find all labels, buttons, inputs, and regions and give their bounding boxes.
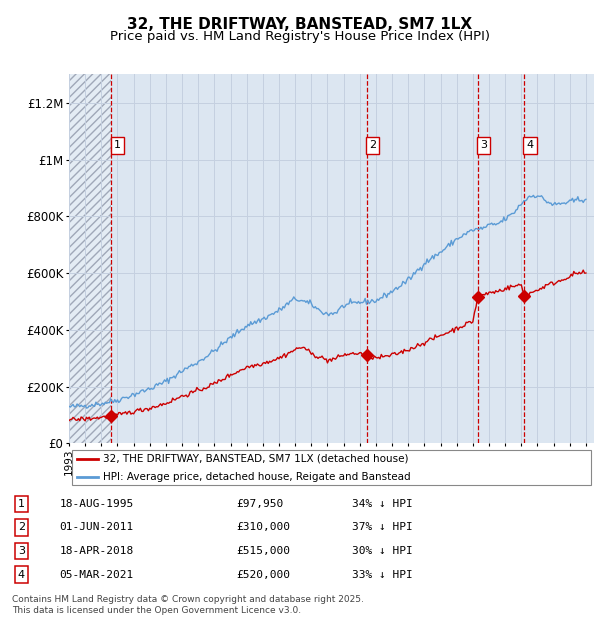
Text: £310,000: £310,000	[236, 523, 290, 533]
Text: 37% ↓ HPI: 37% ↓ HPI	[352, 523, 413, 533]
Text: Price paid vs. HM Land Registry's House Price Index (HPI): Price paid vs. HM Land Registry's House …	[110, 30, 490, 43]
Text: 01-JUN-2011: 01-JUN-2011	[59, 523, 133, 533]
Text: 05-MAR-2021: 05-MAR-2021	[59, 570, 133, 580]
Text: 34% ↓ HPI: 34% ↓ HPI	[352, 499, 413, 509]
Text: £520,000: £520,000	[236, 570, 290, 580]
Text: 2: 2	[369, 140, 376, 150]
Text: 32, THE DRIFTWAY, BANSTEAD, SM7 1LX (detached house): 32, THE DRIFTWAY, BANSTEAD, SM7 1LX (det…	[103, 454, 409, 464]
Text: £97,950: £97,950	[236, 499, 284, 509]
Text: 18-APR-2018: 18-APR-2018	[59, 546, 133, 556]
Text: 3: 3	[18, 546, 25, 556]
Text: 30% ↓ HPI: 30% ↓ HPI	[352, 546, 413, 556]
Text: 4: 4	[527, 140, 534, 150]
Text: HPI: Average price, detached house, Reigate and Banstead: HPI: Average price, detached house, Reig…	[103, 472, 411, 482]
Text: 33% ↓ HPI: 33% ↓ HPI	[352, 570, 413, 580]
Text: 18-AUG-1995: 18-AUG-1995	[59, 499, 133, 509]
Text: 4: 4	[18, 570, 25, 580]
Text: £515,000: £515,000	[236, 546, 290, 556]
Text: 3: 3	[480, 140, 487, 150]
Text: 2: 2	[18, 523, 25, 533]
Text: Contains HM Land Registry data © Crown copyright and database right 2025.: Contains HM Land Registry data © Crown c…	[12, 595, 364, 604]
Text: This data is licensed under the Open Government Licence v3.0.: This data is licensed under the Open Gov…	[12, 606, 301, 616]
Text: 32, THE DRIFTWAY, BANSTEAD, SM7 1LX: 32, THE DRIFTWAY, BANSTEAD, SM7 1LX	[127, 17, 473, 32]
Text: 1: 1	[114, 140, 121, 150]
FancyBboxPatch shape	[71, 450, 592, 485]
Text: 1: 1	[18, 499, 25, 509]
